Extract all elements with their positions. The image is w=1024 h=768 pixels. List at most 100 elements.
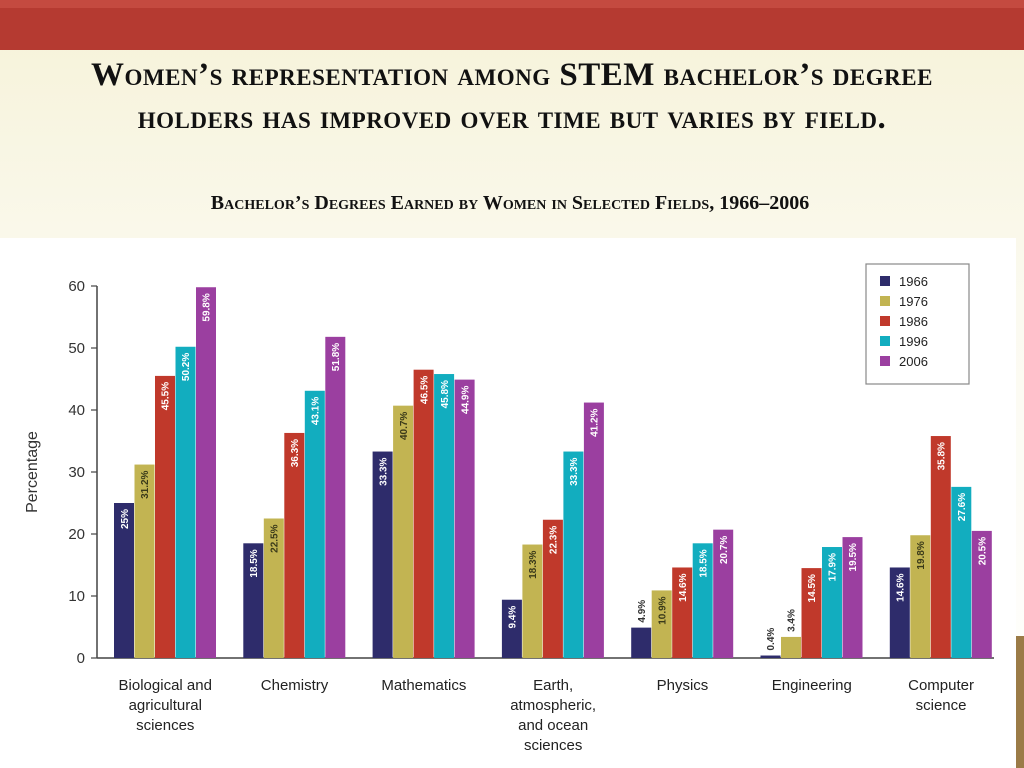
bar-value-label: 31.2% xyxy=(140,470,151,498)
bar xyxy=(243,543,264,658)
slide-title: Women’s representation among STEM bachel… xyxy=(91,57,933,136)
category-label: Chemistry xyxy=(261,677,329,694)
bar-value-label: 45.5% xyxy=(161,382,172,410)
bar-value-label: 19.8% xyxy=(916,541,927,569)
y-tick-label: 0 xyxy=(77,650,85,667)
category-label: agricultural xyxy=(129,697,202,714)
bar xyxy=(692,543,713,658)
bar-value-label: 10.9% xyxy=(657,596,668,624)
category-label: sciences xyxy=(136,717,194,734)
bar xyxy=(263,518,284,658)
legend-swatch xyxy=(880,316,890,326)
bar xyxy=(713,529,734,658)
bar xyxy=(563,451,584,658)
category-label: sciences xyxy=(524,737,582,754)
legend-label: 1986 xyxy=(899,314,928,329)
bar xyxy=(304,390,325,658)
legend-label: 1976 xyxy=(899,294,928,309)
bar xyxy=(672,567,693,658)
bar xyxy=(651,590,672,658)
bar xyxy=(631,627,652,658)
bar-value-label: 18.3% xyxy=(528,550,539,578)
bar xyxy=(971,530,992,658)
bar xyxy=(889,567,910,658)
bar-value-label: 40.7% xyxy=(399,412,410,440)
header-band-highlight xyxy=(0,0,1024,8)
bar-value-label: 33.3% xyxy=(378,457,389,485)
y-tick-label: 10 xyxy=(68,588,85,605)
bar xyxy=(196,287,216,658)
category-label: science xyxy=(916,697,967,714)
legend-label: 1966 xyxy=(899,274,928,289)
bar xyxy=(583,402,604,658)
bar-value-label: 14.5% xyxy=(807,574,818,602)
bar xyxy=(413,369,434,658)
bar xyxy=(372,451,393,658)
bar-value-label: 19.5% xyxy=(848,543,859,571)
bar xyxy=(842,537,863,658)
bar-value-label: 20.5% xyxy=(978,537,989,565)
legend-swatch xyxy=(880,356,890,366)
bar-value-label: 20.7% xyxy=(719,536,730,564)
bar-value-label: 9.4% xyxy=(508,606,519,629)
bar xyxy=(134,464,155,658)
bar xyxy=(542,519,563,658)
bar xyxy=(930,436,951,658)
legend: 1966 1976 1986 1996 2006 xyxy=(865,263,970,385)
bar-chart: 0 10 20 30 40 50 60 Percentage 25% 31.2% 45.5% 50.… xyxy=(24,263,994,754)
category-label: atmospheric, xyxy=(510,697,596,714)
category-label: Mathematics xyxy=(381,677,466,694)
bar-value-label: 22.5% xyxy=(270,524,281,552)
bar-value-label: 41.2% xyxy=(590,408,601,436)
bar-value-label: 46.5% xyxy=(419,376,430,404)
bar xyxy=(175,346,196,658)
bar xyxy=(284,432,305,658)
bar xyxy=(760,655,781,658)
bar-value-label: 0.4% xyxy=(766,628,777,651)
bar-value-label: 33.3% xyxy=(569,457,580,485)
bar-value-label: 4.9% xyxy=(637,600,648,623)
category-label: and ocean xyxy=(518,717,588,734)
bar-value-label: 14.6% xyxy=(678,573,689,601)
bar-value-label: 51.8% xyxy=(331,343,342,371)
bar-value-label: 22.3% xyxy=(549,526,560,554)
legend-label: 1996 xyxy=(899,334,928,349)
bar xyxy=(801,568,822,658)
bar-value-label: 36.3% xyxy=(290,439,301,467)
bar-value-label: 44.9% xyxy=(460,386,471,414)
category-label: Biological and xyxy=(119,677,212,694)
legend-label: 2006 xyxy=(899,354,928,369)
legend-swatch xyxy=(880,276,890,286)
chart-panel: 0 10 20 30 40 50 60 Percentage 25% 31.2% 45.5% 50.… xyxy=(0,238,1016,768)
bar xyxy=(114,503,134,658)
category-labels: Biological and agricultural sciences Chemis… xyxy=(119,677,974,754)
legend-swatch xyxy=(880,336,890,346)
bar-value-label: 17.9% xyxy=(828,553,839,581)
y-tick-label: 40 xyxy=(68,402,85,419)
bar-value-label: 50.2% xyxy=(181,353,192,381)
bar xyxy=(325,336,346,658)
bar xyxy=(951,486,972,658)
y-tick-label: 50 xyxy=(68,340,85,357)
chart-title: Bachelor’s Degrees Earned by Women in Se… xyxy=(210,192,810,214)
bar-value-label: 35.8% xyxy=(937,442,948,470)
bar xyxy=(522,544,543,658)
decorative-strip xyxy=(1016,636,1024,768)
bar xyxy=(822,547,842,658)
bar-value-label: 14.6% xyxy=(896,573,907,601)
bar xyxy=(781,636,801,658)
category-label: Earth, xyxy=(533,677,573,694)
legend-swatch xyxy=(880,296,890,306)
category-label: Physics xyxy=(657,677,709,694)
bar-value-label: 18.5% xyxy=(249,549,260,577)
bar xyxy=(501,599,522,658)
bar-value-label: 27.6% xyxy=(957,493,968,521)
bar-value-label: 43.1% xyxy=(311,397,322,425)
y-tick-label: 20 xyxy=(68,526,85,543)
y-tick-label: 60 xyxy=(68,278,85,295)
category-label: Computer xyxy=(908,677,974,694)
bar xyxy=(434,374,455,658)
bar-value-label: 45.8% xyxy=(440,380,451,408)
bar-value-label: 18.5% xyxy=(698,549,709,577)
bar-value-label: 25% xyxy=(120,509,131,529)
